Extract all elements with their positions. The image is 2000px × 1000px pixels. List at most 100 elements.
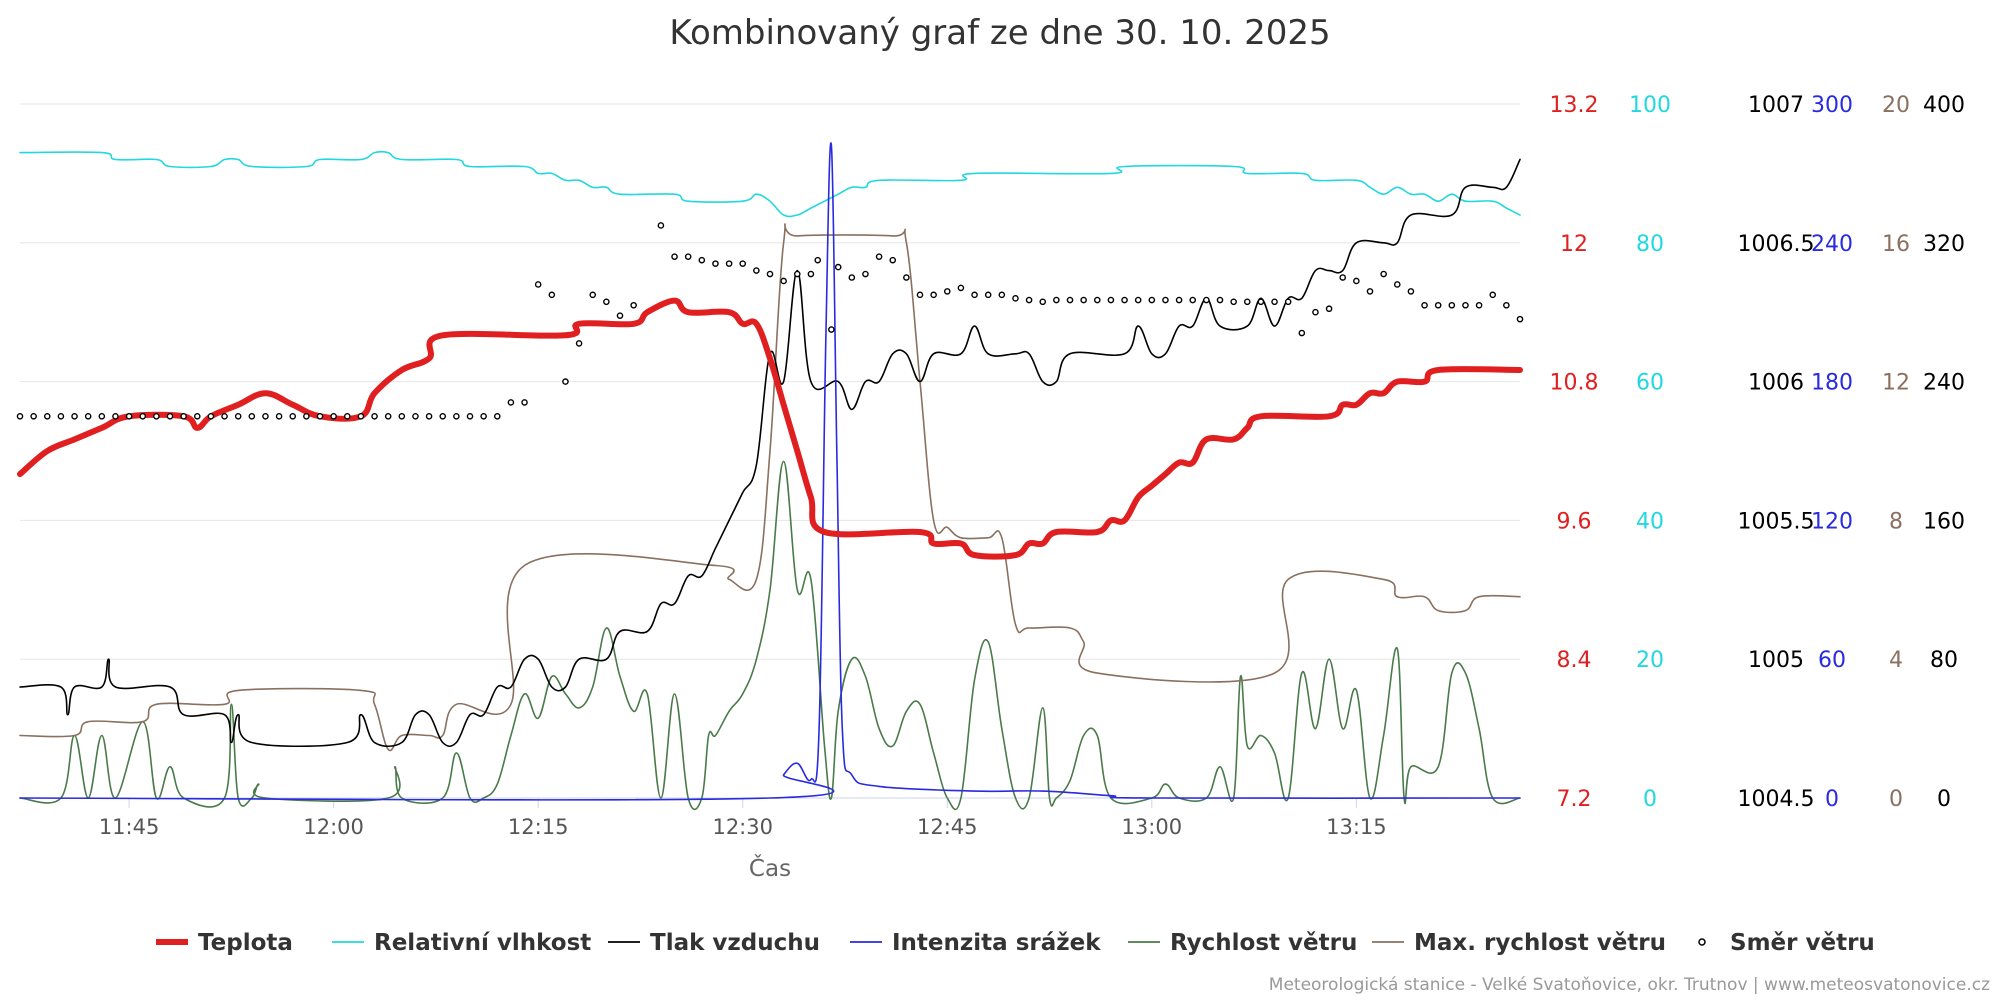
legend-item[interactable]: Tlak vzduchu [608, 930, 820, 956]
wind-direction-point [1298, 329, 1306, 337]
wind-direction-point [671, 253, 678, 260]
wind-direction-point [562, 378, 569, 385]
y-tick-label: 80 [1930, 648, 1958, 673]
wind-direction-point [1066, 296, 1074, 304]
legend-label: Rychlost větru [1170, 930, 1357, 956]
y-tick-label: 300 [1811, 93, 1853, 118]
legend-item[interactable]: Intenzita srážek [850, 930, 1101, 956]
wind-direction-point [725, 260, 733, 267]
wind-direction-point [712, 260, 719, 267]
y-tick-label: 4 [1889, 648, 1903, 673]
wind-direction-point [943, 288, 951, 295]
wind-direction-point [98, 412, 106, 420]
wind-direction-point [316, 412, 324, 420]
legend-label: Směr větru [1730, 930, 1875, 956]
y-tick-label: 13.2 [1550, 93, 1599, 118]
wind-direction-point [1421, 301, 1428, 309]
wind-direction-point [207, 412, 215, 420]
wind-direction-point [112, 412, 119, 420]
wind-direction-point [603, 298, 610, 306]
series-relativn-vlhkost [19, 150, 1521, 218]
credits[interactable]: Meteorologická stanice - Velké Svatoňovi… [1269, 975, 1990, 995]
y-tick-label: 8 [1889, 509, 1903, 534]
series-group [16, 142, 1524, 811]
wind-direction-point [439, 412, 447, 420]
wind-direction-point [303, 412, 310, 420]
wind-direction-point [848, 274, 856, 281]
y-tick-label: 1005 [1748, 648, 1804, 673]
y-tick-label: 16 [1882, 232, 1910, 257]
y-tick-label: 40 [1636, 509, 1664, 534]
wind-direction-point [780, 277, 787, 285]
wind-direction-point [698, 256, 706, 264]
wind-direction-point [1325, 305, 1333, 313]
wind-direction-point [657, 222, 665, 229]
x-tick-label: 13:00 [1122, 815, 1183, 839]
wind-direction-point [616, 312, 624, 319]
y-tick-label: 180 [1811, 371, 1853, 396]
legend: Teplota Relativní vlhkost Tlak vzduchu Inte… [156, 930, 1875, 956]
wind-direction-point [166, 412, 174, 420]
wind-direction-point [753, 267, 760, 274]
wind-direction-point [357, 412, 365, 420]
series-teplota [17, 297, 1523, 560]
wind-direction-point [262, 412, 269, 420]
series-rychlost-v-tru [19, 460, 1521, 811]
legend-label: Relativní vlhkost [374, 930, 591, 956]
wind-direction-point [1216, 296, 1224, 304]
wind-direction-point [193, 412, 201, 420]
wind-direction-point [684, 253, 692, 260]
wind-direction-point [1489, 291, 1497, 299]
wind-direction-point [221, 412, 228, 420]
series-max-rychlost-v-tru [19, 223, 1521, 752]
wind-direction-point [1107, 296, 1115, 304]
series-sm-r-v-tru [16, 222, 1524, 420]
series-intenzita-sr-ek [19, 142, 1521, 801]
legend-item[interactable]: Směr větru [1698, 930, 1875, 956]
wind-direction-point [1162, 296, 1169, 304]
y-tick-label: 20 [1636, 648, 1664, 673]
chart-title: Kombinovaný graf ze dne 30. 10. 2025 [669, 13, 1330, 53]
wind-direction-point [1448, 301, 1456, 309]
wind-direction-point [1312, 308, 1319, 316]
y-tick-label: 160 [1923, 509, 1965, 534]
legend-label: Tlak vzduchu [650, 930, 820, 956]
wind-direction-point [1053, 296, 1060, 304]
legend-item[interactable]: Relativní vlhkost [332, 930, 591, 956]
wind-direction-point [548, 291, 556, 299]
wind-direction-point [534, 281, 542, 288]
x-axis: 11:45 12:00 12:15 12:30 12:45 13:00 13:15 [20, 797, 1520, 839]
wind-direction-point [248, 412, 256, 420]
y-tick-label: 10.8 [1550, 371, 1599, 396]
y-tick-label: 0 [1889, 787, 1903, 812]
wind-direction-point [1366, 288, 1374, 295]
legend-symbol [1698, 938, 1706, 946]
wind-direction-point [930, 291, 937, 299]
x-axis-title: Čas [749, 854, 791, 882]
wind-direction-point [153, 412, 160, 420]
wind-direction-point [57, 412, 65, 420]
legend-item[interactable]: Rychlost větru [1128, 930, 1357, 956]
x-tick-label: 12:00 [303, 815, 364, 839]
y-tick-label: 240 [1811, 232, 1853, 257]
y-tick-label: 80 [1636, 232, 1664, 257]
x-tick-label: 12:15 [508, 815, 569, 839]
wind-direction-point [480, 412, 487, 420]
wind-direction-point [916, 291, 924, 299]
wind-direction-point [630, 301, 637, 309]
wind-direction-point [1012, 295, 1019, 302]
wind-direction-point [875, 253, 883, 260]
y-tick-label: 0 [1643, 787, 1657, 812]
wind-direction-point [125, 412, 133, 420]
wind-direction-point [828, 326, 835, 333]
wind-direction-point [71, 412, 78, 420]
x-tick-label: 11:45 [99, 815, 160, 839]
y-tick-label: 1006.5 [1738, 232, 1815, 257]
wind-direction-point [889, 256, 897, 264]
wind-direction-point [139, 412, 147, 420]
legend-item[interactable]: Teplota [156, 930, 293, 956]
legend-item[interactable]: Max. rychlost větru [1372, 930, 1666, 956]
wind-direction-point [766, 270, 774, 278]
y-tick-label: 1006 [1748, 371, 1804, 396]
wind-direction-point [43, 412, 51, 420]
